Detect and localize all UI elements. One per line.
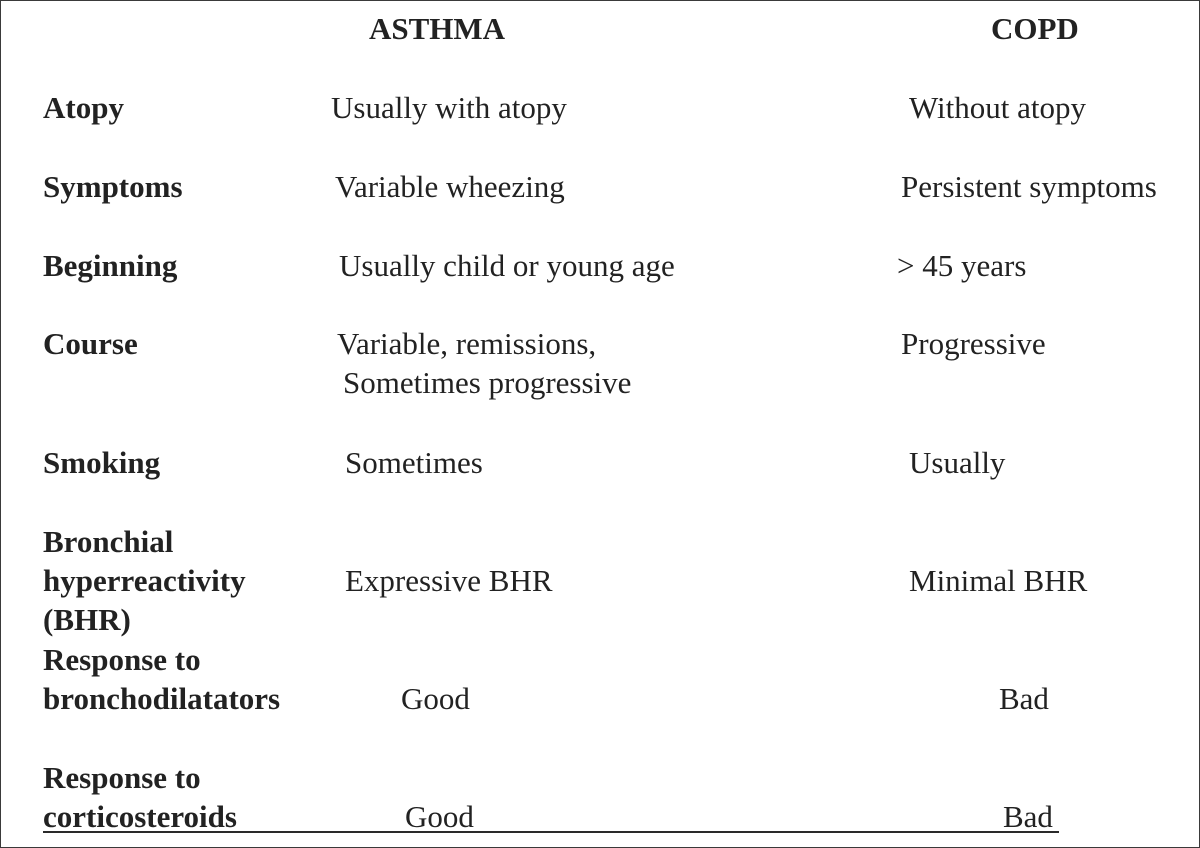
asthma-course-line1: Variable, remissions, (337, 326, 597, 361)
header-asthma: ASTHMA (369, 11, 506, 46)
copd-symptoms: Persistent symptoms (901, 169, 1157, 204)
row-label-bhr-line2: hyperreactivity (43, 563, 246, 598)
copd-smoking: Usually (909, 445, 1006, 480)
asthma-course-line2: Sometimes progressive (343, 365, 632, 400)
asthma-symptoms: Variable wheezing (335, 169, 565, 204)
row-label-bronchodilatators-line1: Response to (43, 642, 201, 677)
asthma-smoking: Sometimes (345, 445, 483, 480)
copd-beginning: > 45 years (897, 248, 1027, 283)
row-label-atopy: Atopy (43, 90, 124, 125)
row-label-smoking: Smoking (43, 445, 161, 480)
copd-bhr: Minimal BHR (909, 563, 1088, 598)
row-label-bhr-line1: Bronchial (43, 524, 174, 559)
asthma-beginning: Usually child or young age (339, 248, 675, 283)
row-label-corticosteroids-line1: Response to (43, 760, 201, 795)
row-label-corticosteroids-line2: corticosteroids (43, 799, 237, 834)
header-copd: COPD (991, 11, 1079, 46)
row-label-course: Course (43, 326, 138, 361)
row-label-beginning: Beginning (43, 248, 178, 283)
copd-bronchodilatators: Bad (999, 681, 1049, 716)
copd-corticosteroids: Bad (1003, 799, 1053, 834)
asthma-bhr: Expressive BHR (345, 563, 553, 598)
row-label-bhr-line3: (BHR) (43, 602, 131, 637)
asthma-corticosteroids: Good (405, 799, 474, 834)
row-label-bronchodilatators-line2: bronchodilatators (43, 681, 281, 716)
copd-atopy: Without atopy (909, 90, 1086, 125)
copd-course: Progressive (901, 326, 1046, 361)
bottom-rule (43, 831, 1059, 833)
asthma-bronchodilatators: Good (401, 681, 470, 716)
row-label-symptoms: Symptoms (43, 169, 183, 204)
asthma-atopy: Usually with atopy (331, 90, 567, 125)
